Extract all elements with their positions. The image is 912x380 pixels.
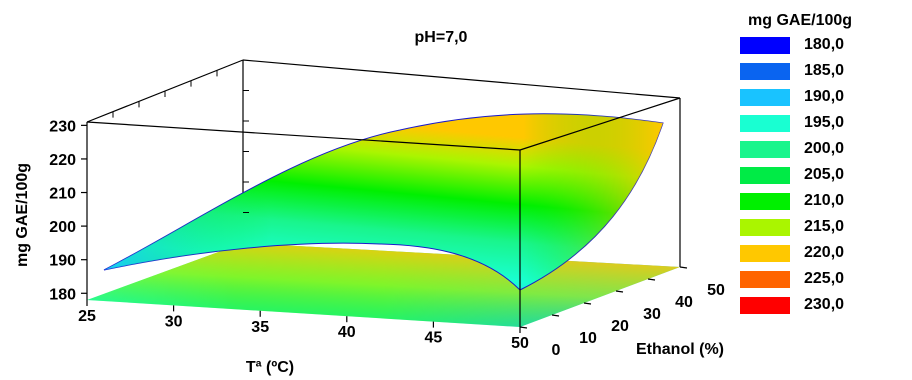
chart-title: pH=7,0 — [415, 29, 468, 46]
bounding-box-front — [86, 97, 681, 327]
x-tick-label: 45 — [425, 330, 443, 347]
legend-label: 215,0 — [804, 218, 845, 235]
legend: mg GAE/100g 180,0 185,0 190,0 195,0 200,0 205… — [740, 10, 910, 318]
legend-item: 215,0 — [740, 214, 910, 240]
legend-item: 200,0 — [740, 136, 910, 162]
legend-items: 180,0 185,0 190,0 195,0 200,0 205,0 210,0 215,0… — [740, 32, 910, 318]
y-tick-mark — [647, 278, 656, 281]
back-edge-ticks — [112, 70, 249, 213]
legend-swatch — [740, 62, 790, 80]
legend-item: 180,0 — [740, 32, 910, 58]
response-surface-shading — [104, 113, 663, 290]
legend-swatch — [740, 192, 790, 210]
legend-swatch — [740, 244, 790, 262]
legend-label: 220,0 — [804, 244, 845, 261]
legend-item: 195,0 — [740, 110, 910, 136]
z-tick-label: 200 — [49, 219, 76, 236]
y-tick-mark — [679, 266, 688, 269]
y-tick-mark — [583, 302, 592, 305]
legend-swatch — [740, 166, 790, 184]
legend-swatch — [740, 88, 790, 106]
x-tick-label: 35 — [251, 319, 269, 336]
legend-item: 210,0 — [740, 188, 910, 214]
y-tick-label: 50 — [707, 282, 725, 299]
legend-swatch — [740, 270, 790, 288]
x-axis-label: Tª (ºC) — [246, 359, 294, 376]
z-tick-label: 230 — [49, 118, 76, 135]
z-tick-label: 190 — [49, 253, 76, 270]
y-tick-mark — [615, 290, 624, 293]
legend-label: 185,0 — [804, 62, 845, 79]
x-tick-label: 40 — [338, 324, 356, 341]
z-axis: 180 190 200 210 220 230 — [49, 118, 87, 303]
legend-item: 230,0 — [740, 292, 910, 318]
legend-swatch — [740, 36, 790, 54]
y-tick-label: 30 — [643, 306, 661, 323]
y-tick-label: 40 — [675, 294, 693, 311]
legend-item: 225,0 — [740, 266, 910, 292]
legend-item: 205,0 — [740, 162, 910, 188]
legend-label: 195,0 — [804, 114, 845, 131]
legend-item: 220,0 — [740, 240, 910, 266]
legend-swatch — [740, 114, 790, 132]
y-axis-label: Ethanol (%) — [636, 341, 724, 358]
legend-swatch — [740, 296, 790, 314]
x-tick-label: 30 — [165, 313, 183, 330]
y-tick-label: 20 — [611, 318, 629, 335]
x-tick-label: 50 — [511, 335, 529, 352]
legend-title: mg GAE/100g — [748, 12, 853, 29]
legend-swatch — [740, 218, 790, 236]
z-tick-label: 210 — [49, 186, 76, 203]
x-axis: 25 30 35 40 45 50 — [78, 300, 529, 352]
legend-label: 190,0 — [804, 88, 845, 105]
y-tick-label: 0 — [552, 342, 561, 359]
legend-label: 210,0 — [804, 192, 845, 209]
legend-swatch — [740, 140, 790, 158]
legend-item: 185,0 — [740, 58, 910, 84]
legend-item: 190,0 — [740, 84, 910, 110]
surface-chart: pH=7,0 25 30 35 40 45 50 0 10 20 30 40 50 180 190 20… — [14, 29, 725, 376]
z-tick-label: 220 — [49, 152, 76, 169]
z-axis-label: mg GAE/100g — [14, 163, 31, 267]
legend-label: 230,0 — [804, 296, 845, 313]
legend-label: 205,0 — [804, 166, 845, 183]
y-tick-mark — [519, 326, 528, 329]
legend-label: 225,0 — [804, 270, 845, 287]
x-tick-label: 25 — [78, 308, 96, 325]
legend-label: 180,0 — [804, 36, 845, 53]
y-axis: 0 10 20 30 40 50 — [519, 266, 725, 359]
z-tick-label: 180 — [49, 286, 76, 303]
y-tick-label: 10 — [579, 330, 597, 347]
y-tick-mark — [551, 314, 560, 317]
legend-label: 200,0 — [804, 140, 845, 157]
